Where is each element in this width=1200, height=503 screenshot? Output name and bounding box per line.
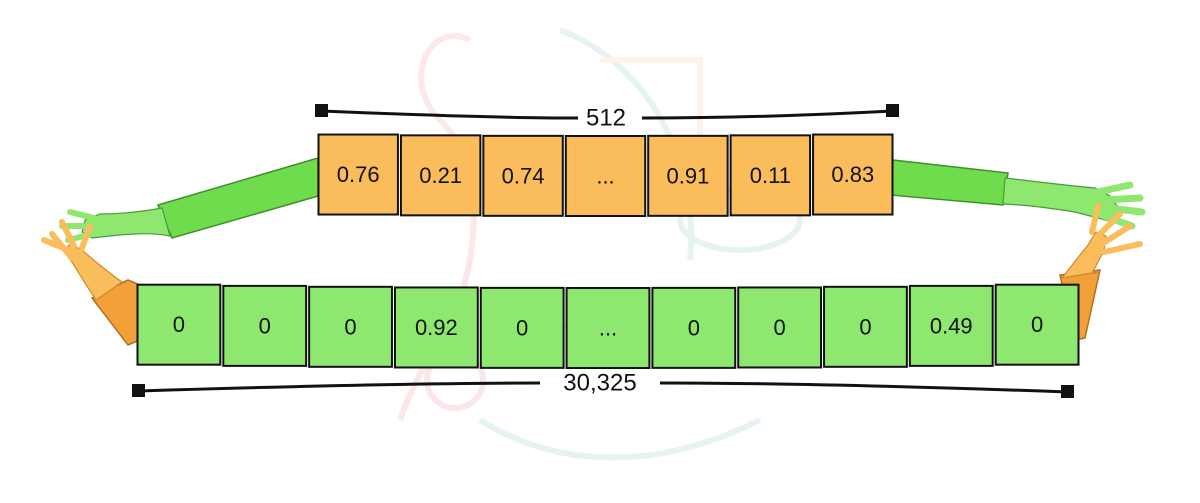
sparse-vector: 0 0 0 0.92 0... 0 0 0 0.49 0 — [136, 283, 1080, 369]
dense-vector-cell — [317, 133, 399, 216]
sparse-vector-cell — [308, 285, 393, 368]
sparse-vector-cell — [651, 286, 737, 369]
sparse-vector-cell-value: 0 — [516, 315, 528, 340]
dense-vector-cell-value: ... — [596, 164, 614, 189]
dimension-end-cap-left — [132, 384, 145, 397]
left-orange-arm — [41, 219, 141, 346]
sparse-vector-cell-value: ... — [599, 316, 617, 341]
sparse-vector-cell — [908, 284, 994, 367]
dimension-end-cap-right — [886, 104, 899, 117]
sparse-vector-cell-value: 0 — [774, 315, 786, 340]
sparse-vector-cell — [393, 286, 479, 369]
right-green-arm — [889, 159, 1146, 230]
dense-length-dimension: 512 — [315, 104, 899, 132]
sparse-vector-cell-value: 0 — [1031, 312, 1043, 337]
sparse-vector-cell-value: 0.49 — [930, 313, 973, 338]
dense-vector-cell — [564, 135, 647, 217]
sparse-vector-cell-value: 0 — [344, 314, 356, 339]
sparse-vector-cell-value: 0.92 — [415, 315, 458, 340]
sparse-vector-cell-value: 0 — [173, 312, 185, 337]
left-green-arm — [59, 156, 319, 243]
sparse-length-label: 30,325 — [563, 370, 636, 397]
dense-vector-cell — [729, 134, 812, 217]
sparse-vector-cell — [222, 284, 308, 367]
sparse-vector-cell — [136, 283, 222, 366]
sparse-vector-cell-value: 0 — [259, 313, 271, 338]
dense-vector-cell-value: 0.91 — [667, 163, 710, 188]
right-orange-arm — [1059, 203, 1143, 341]
dense-vector-cell-value: 0.21 — [419, 163, 462, 188]
dense-vector-cell-value: 0.11 — [750, 163, 791, 188]
dense-vector-cell — [399, 134, 482, 217]
sparse-vector-cell — [994, 283, 1080, 366]
sparse-vector-cell — [823, 285, 908, 368]
sparse-vector-cell-value: 0 — [859, 314, 871, 339]
dense-vector-cell — [482, 134, 564, 217]
sparse-length-dimension: 30,325 — [132, 370, 1074, 398]
sparse-vector-cell — [565, 287, 651, 369]
dense-vector-cell-value: 0.74 — [502, 163, 545, 188]
dimension-end-cap-right — [1061, 385, 1074, 398]
sparse-vector-cell — [479, 286, 565, 369]
dimension-end-cap-left — [315, 104, 328, 117]
dense-length-label: 512 — [586, 105, 626, 132]
sparse-vector-cell-value: 0 — [688, 315, 700, 340]
sparse-vector-cell — [737, 286, 823, 369]
dense-vector: 0.76 0.21 0.74... 0.91 0.11 0.83 — [317, 133, 894, 217]
dense-vector-cell — [812, 133, 894, 216]
dense-vector-cell-value: 0.83 — [831, 162, 874, 187]
dense-vector-cell — [647, 134, 729, 217]
dense-vector-cell-value: 0.76 — [337, 162, 380, 187]
